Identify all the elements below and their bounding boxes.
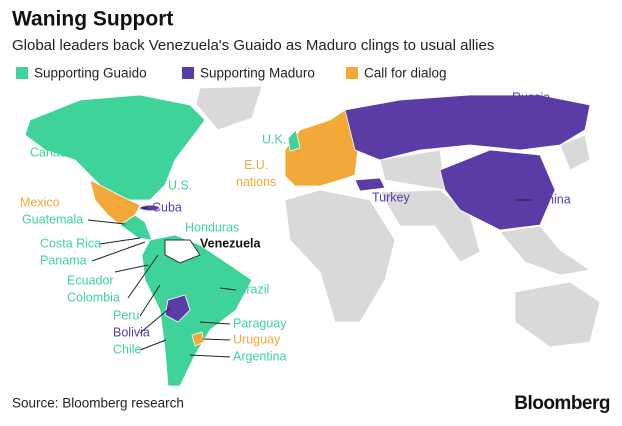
leader-line xyxy=(114,264,149,273)
country-label: Paraguay xyxy=(233,316,287,330)
legend-swatch xyxy=(182,67,194,79)
country-label: Russia xyxy=(512,90,550,104)
leader-lines xyxy=(87,199,532,358)
southeast-asia xyxy=(499,225,592,276)
country-label: Cuba xyxy=(152,200,182,214)
greenland xyxy=(195,85,263,131)
country-label: Colombia xyxy=(67,290,120,304)
south-america xyxy=(141,234,253,387)
japan xyxy=(559,134,591,171)
leader-line xyxy=(139,339,167,351)
focus-label: Venezuela xyxy=(200,236,261,250)
africa xyxy=(284,189,396,323)
leader-line xyxy=(91,241,146,262)
australia xyxy=(514,281,601,348)
north-america xyxy=(24,94,206,201)
country-label: Panama xyxy=(40,253,87,267)
country-label: Uruguay xyxy=(233,332,281,346)
leader-line xyxy=(139,284,161,317)
brand: Bloomberg xyxy=(514,393,610,414)
russia xyxy=(344,94,591,161)
legend-swatch xyxy=(346,67,358,79)
legend-label: Supporting Maduro xyxy=(200,66,315,81)
venezuela xyxy=(164,239,201,264)
title: Waning Support xyxy=(12,8,173,31)
legend-label: Supporting Guaido xyxy=(34,66,147,81)
country-label: Brazil xyxy=(238,282,269,296)
uruguay xyxy=(191,331,205,347)
leader-line xyxy=(219,287,237,291)
country-label: Argentina xyxy=(233,349,287,363)
leader-line xyxy=(99,237,141,245)
label-line: nations xyxy=(236,175,276,189)
legend: Supporting Guaido Supporting Maduro Call… xyxy=(16,66,447,81)
leader-line xyxy=(87,219,126,225)
country-label: Bolivia xyxy=(113,325,150,339)
legend-label: Call for dialog xyxy=(364,66,447,81)
central-america xyxy=(119,214,153,241)
leader-line xyxy=(199,321,231,325)
country-label: U.K. xyxy=(262,132,286,146)
country-label: Chile xyxy=(113,342,142,356)
country-label: E.U. nations xyxy=(236,158,276,189)
source: Source: Bloomberg research xyxy=(12,396,184,411)
country-labels: Canada U.S. Mexico Cuba Guatemala Hondur… xyxy=(20,90,571,363)
leader-line xyxy=(189,354,231,358)
country-label: Canada xyxy=(30,145,74,159)
leader-line xyxy=(127,254,159,299)
south-asia xyxy=(379,189,481,263)
china xyxy=(439,149,556,231)
country-label: Mexico xyxy=(20,195,60,209)
country-label: Honduras xyxy=(185,220,239,234)
country-label: Ecuador xyxy=(67,273,114,287)
turkey xyxy=(354,177,386,192)
subtitle: Global leaders back Venezuela's Guaido a… xyxy=(12,37,494,54)
leader-line xyxy=(202,338,231,341)
country-label: Guatemala xyxy=(22,212,83,226)
leader-line xyxy=(139,307,171,334)
uk xyxy=(287,129,301,152)
label-line: E.U. xyxy=(244,158,268,172)
country-label: Turkey xyxy=(372,190,410,204)
cuba xyxy=(141,205,159,211)
bolivia xyxy=(164,294,191,323)
legend-swatch xyxy=(16,67,28,79)
country-label: China xyxy=(538,192,571,206)
country-label: Costa Rica xyxy=(40,236,101,250)
country-label: Peru xyxy=(113,308,139,322)
map xyxy=(24,85,601,387)
country-label: U.S. xyxy=(168,178,192,192)
europe xyxy=(284,109,361,187)
